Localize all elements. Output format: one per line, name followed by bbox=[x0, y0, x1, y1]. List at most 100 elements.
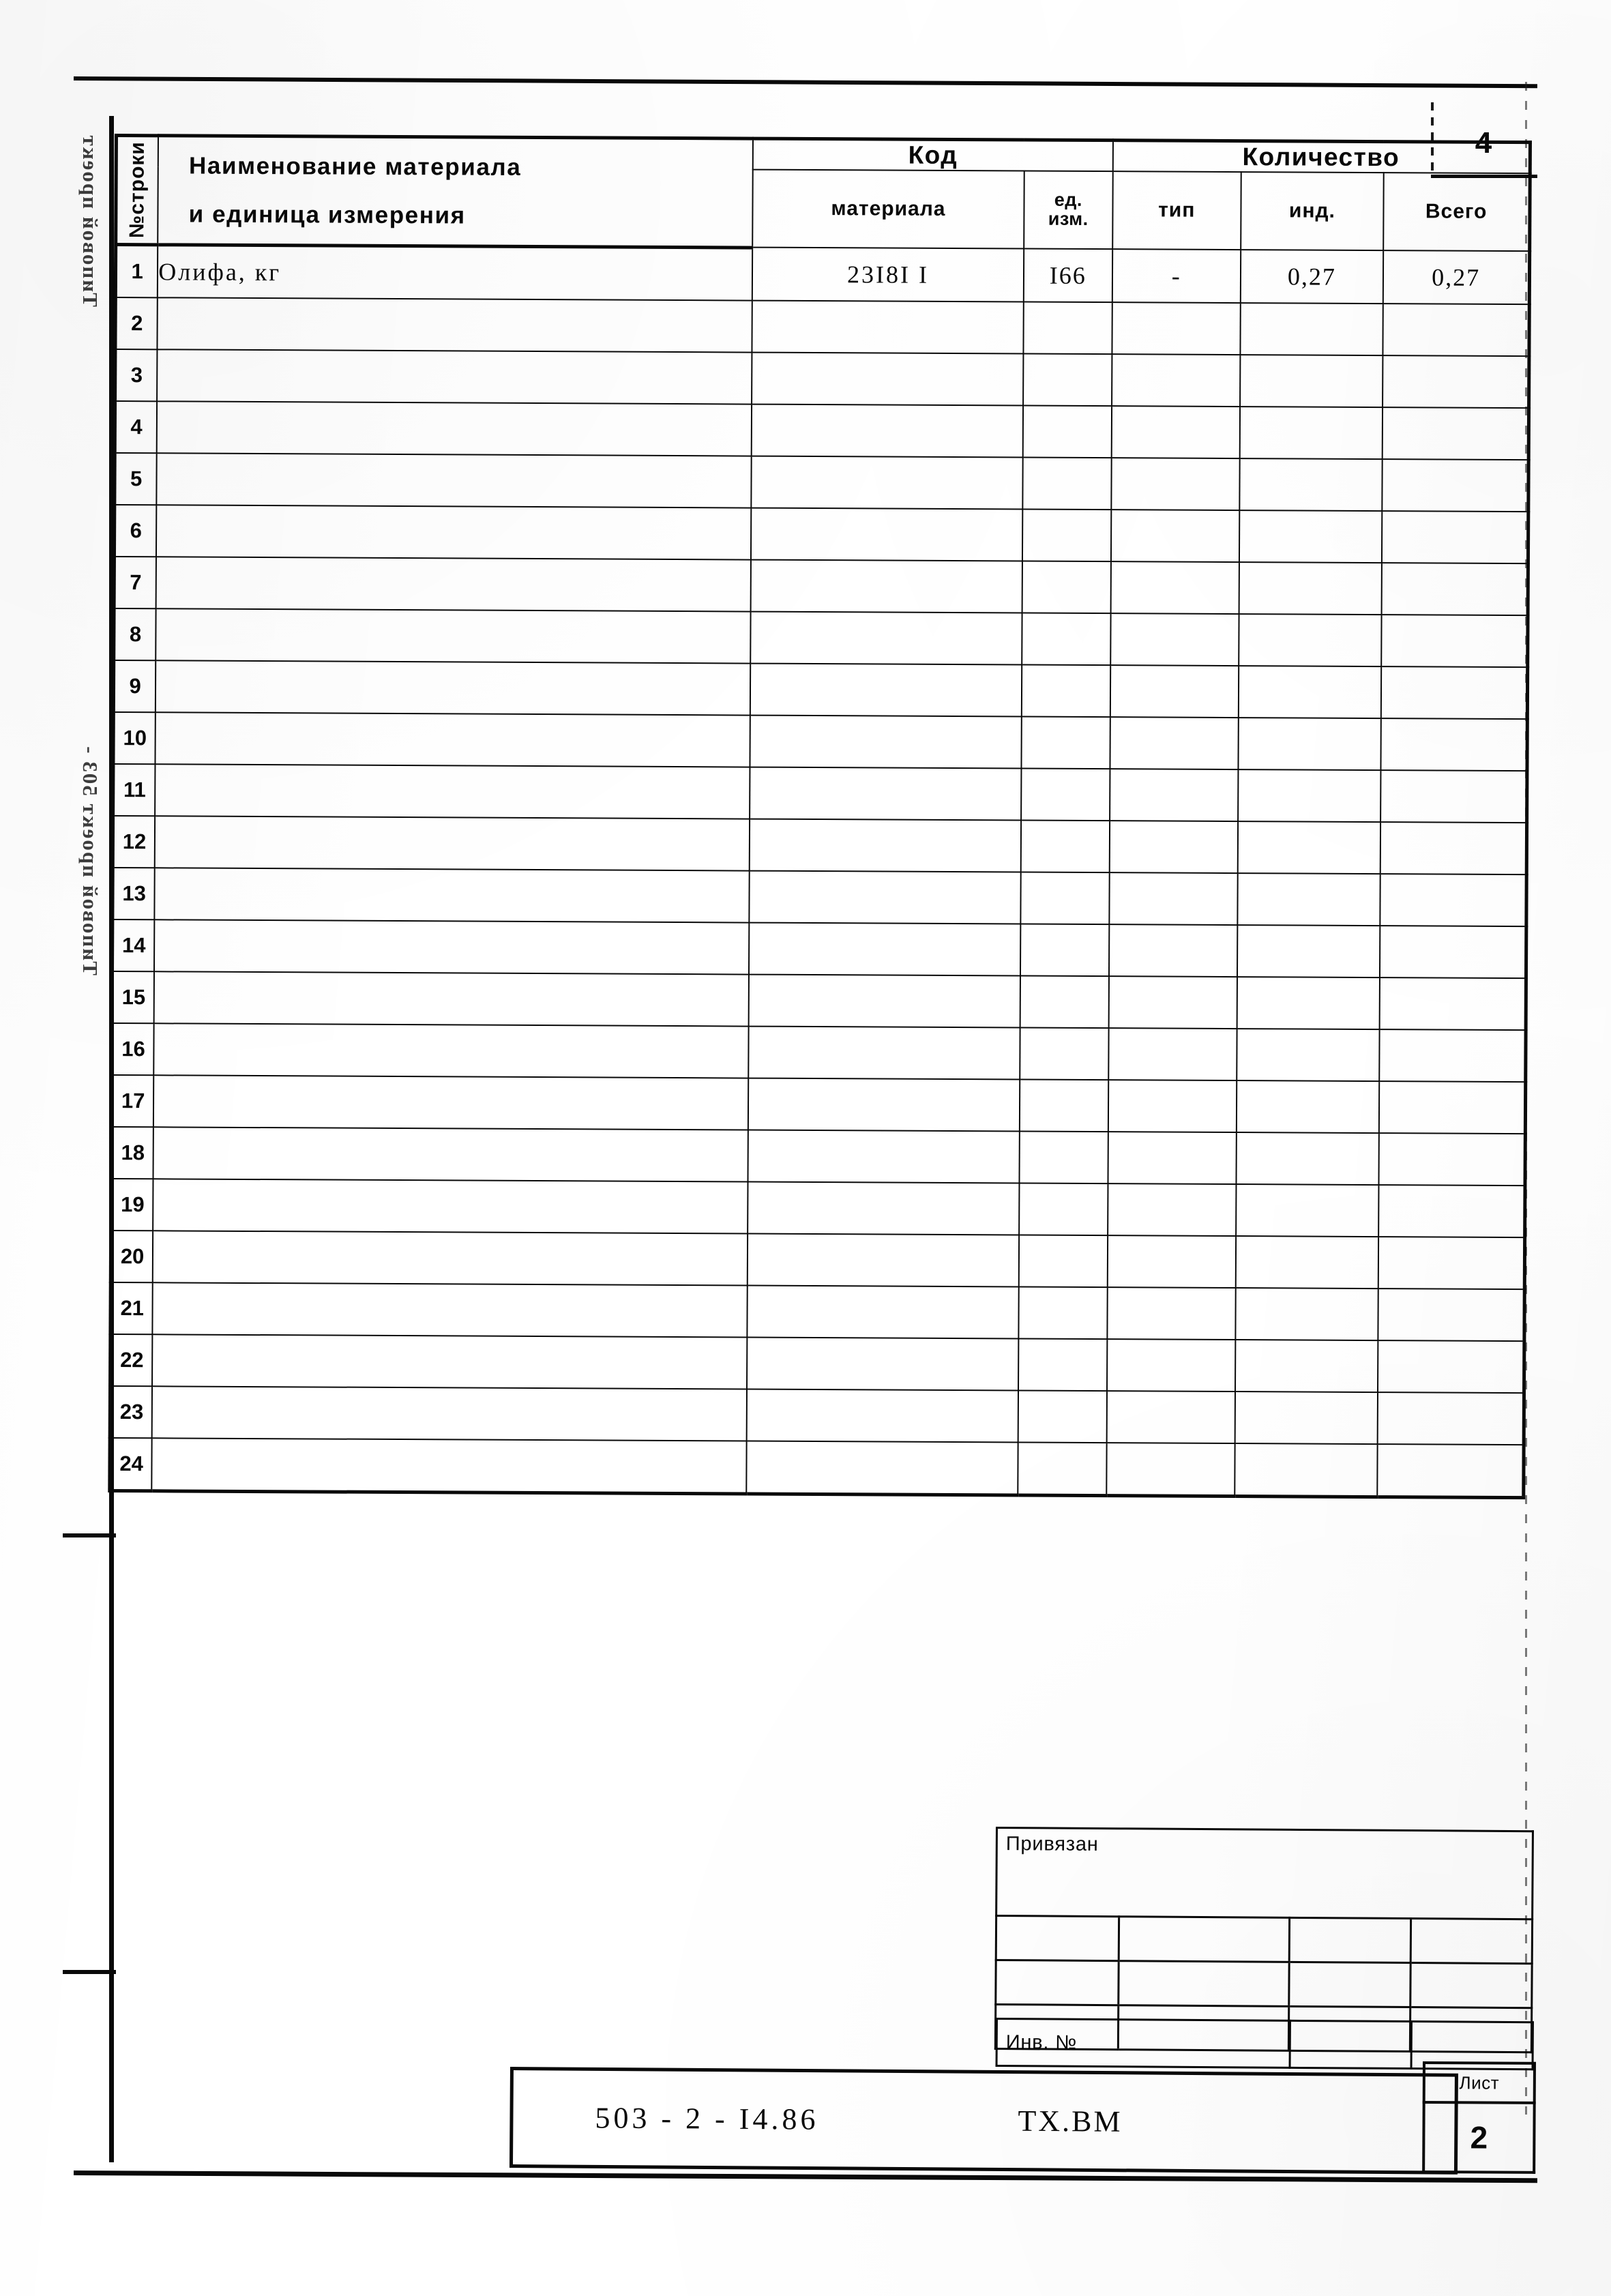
cell-material-name bbox=[153, 1022, 749, 1078]
cell-qty-total bbox=[1383, 303, 1530, 356]
cell-material-name bbox=[156, 452, 752, 508]
cell-material-name bbox=[157, 349, 752, 404]
cell-row-number: 3 bbox=[115, 349, 158, 401]
cell-qty-type bbox=[1107, 1235, 1236, 1288]
header-row-number-label: №строки bbox=[125, 141, 149, 239]
cell-code-material bbox=[750, 663, 1022, 717]
cell-qty-ind bbox=[1237, 821, 1381, 874]
cell-material-name bbox=[154, 867, 750, 923]
cell-qty-total bbox=[1378, 1132, 1526, 1186]
cell-qty-total bbox=[1380, 821, 1527, 874]
cell-qty-total bbox=[1378, 1236, 1525, 1289]
cell-qty-type bbox=[1109, 820, 1238, 873]
sheet-value: 2 bbox=[1423, 2102, 1535, 2173]
header-qty-ind: инд. bbox=[1240, 172, 1385, 251]
header-material-name-line1: Наименование материала bbox=[188, 152, 522, 181]
cell-qty-type bbox=[1108, 1079, 1237, 1132]
title-block-codebar: 503 - 2 - I4.86 ТХ.ВМ bbox=[509, 2067, 1458, 2175]
cell-qty-total bbox=[1380, 873, 1527, 926]
cell-qty-type bbox=[1112, 353, 1241, 407]
cell-code-unit bbox=[1020, 768, 1110, 821]
cell-qty-type: - bbox=[1112, 249, 1241, 303]
title-block-cell-2a bbox=[995, 1960, 1119, 2005]
cell-qty-ind bbox=[1235, 1391, 1378, 1444]
cell-qty-type bbox=[1108, 924, 1237, 977]
cell-code-material bbox=[746, 1441, 1018, 1495]
sheet-number-container: Лист 2 bbox=[1422, 2061, 1536, 2174]
table-row: 19 bbox=[110, 1178, 1525, 1237]
cell-code-unit bbox=[1022, 457, 1112, 510]
cell-row-number: 13 bbox=[112, 867, 156, 919]
cell-code-unit bbox=[1017, 1441, 1107, 1496]
cell-qty-total bbox=[1379, 1080, 1526, 1134]
cell-qty-type bbox=[1110, 509, 1239, 562]
cell-qty-ind bbox=[1237, 976, 1380, 1029]
header-code-unit: ед. изм. bbox=[1023, 171, 1113, 250]
page-corner-number: 4 bbox=[1439, 111, 1528, 176]
table-header-group-row: №строки Наименование материала и единица… bbox=[115, 135, 1531, 248]
materials-table-container: №строки Наименование материала и единица… bbox=[108, 134, 1532, 1505]
cell-qty-ind bbox=[1236, 1028, 1380, 1081]
table-row: 12 bbox=[113, 815, 1527, 874]
page-number-underline bbox=[1431, 175, 1537, 178]
cell-row-number: 6 bbox=[114, 504, 157, 557]
cell-qty-type bbox=[1110, 716, 1239, 769]
cell-code-unit: I66 bbox=[1023, 248, 1113, 302]
title-block-cell-2c bbox=[1288, 1962, 1411, 2007]
title-block-cell-2b bbox=[1118, 1960, 1290, 2007]
cell-qty-ind bbox=[1239, 458, 1383, 511]
cell-code-material bbox=[747, 1337, 1019, 1390]
cell-row-number: 7 bbox=[114, 556, 157, 608]
privyazan-label: Привязан bbox=[996, 1827, 1533, 1919]
cell-row-number: 24 bbox=[109, 1437, 152, 1491]
cell-qty-ind bbox=[1235, 1183, 1379, 1237]
cell-qty-ind bbox=[1234, 1443, 1378, 1497]
cell-qty-ind bbox=[1238, 717, 1382, 770]
header-row-number: №строки bbox=[115, 135, 159, 245]
cell-row-number: 9 bbox=[113, 660, 156, 712]
cell-qty-ind: 0,27 bbox=[1240, 250, 1384, 304]
header-qty-type: тип bbox=[1112, 171, 1241, 250]
cell-qty-total bbox=[1378, 1184, 1525, 1237]
binding-tick-upper bbox=[63, 1533, 116, 1537]
sheet-number-box: Лист 2 bbox=[1422, 2061, 1536, 2174]
cell-code-material bbox=[748, 1181, 1020, 1235]
cell-material-name bbox=[157, 400, 752, 456]
cell-qty-ind bbox=[1239, 510, 1383, 563]
cell-qty-type bbox=[1108, 1027, 1237, 1080]
cell-row-number: 18 bbox=[111, 1126, 154, 1179]
cell-code-material bbox=[746, 1389, 1018, 1442]
materials-table: №строки Наименование материала и единица… bbox=[108, 134, 1532, 1499]
cell-material-name bbox=[154, 919, 750, 975]
cell-code-unit bbox=[1021, 716, 1110, 769]
cell-code-unit bbox=[1020, 820, 1110, 872]
sheet-value-row: 2 bbox=[1423, 2102, 1535, 2173]
cell-material-name bbox=[152, 1282, 748, 1338]
cell-code-material bbox=[751, 507, 1023, 561]
table-row: 7 bbox=[114, 556, 1528, 615]
cell-qty-ind bbox=[1239, 561, 1383, 615]
sheet-label: Лист bbox=[1423, 2063, 1535, 2103]
cell-row-number: 12 bbox=[113, 815, 156, 868]
cell-qty-type bbox=[1111, 457, 1240, 510]
cell-material-name bbox=[151, 1385, 748, 1441]
cell-row-number: 15 bbox=[112, 971, 155, 1023]
cell-material-name bbox=[156, 608, 751, 664]
cell-qty-total bbox=[1377, 1443, 1524, 1498]
title-block-row-blank-2 bbox=[995, 1960, 1533, 2008]
cell-qty-type bbox=[1110, 768, 1239, 821]
cell-material-name bbox=[155, 763, 750, 819]
scan-edge-dashed-line bbox=[1525, 82, 1527, 2115]
cell-code-unit bbox=[1023, 301, 1112, 354]
cell-qty-type bbox=[1111, 405, 1240, 458]
inventory-cell-b bbox=[1290, 2020, 1412, 2069]
title-block-cell-1a bbox=[996, 1915, 1119, 1961]
cell-code-material: 23I8I I bbox=[752, 247, 1024, 302]
cell-row-number: 11 bbox=[113, 763, 156, 816]
margin-ghost-text-upper: Типовой проект bbox=[78, 134, 102, 307]
cell-qty-type bbox=[1112, 301, 1241, 355]
cell-code-unit bbox=[1018, 1389, 1107, 1443]
header-code-group: Код bbox=[753, 138, 1113, 172]
project-mark: ТХ.ВМ bbox=[1018, 2104, 1123, 2138]
